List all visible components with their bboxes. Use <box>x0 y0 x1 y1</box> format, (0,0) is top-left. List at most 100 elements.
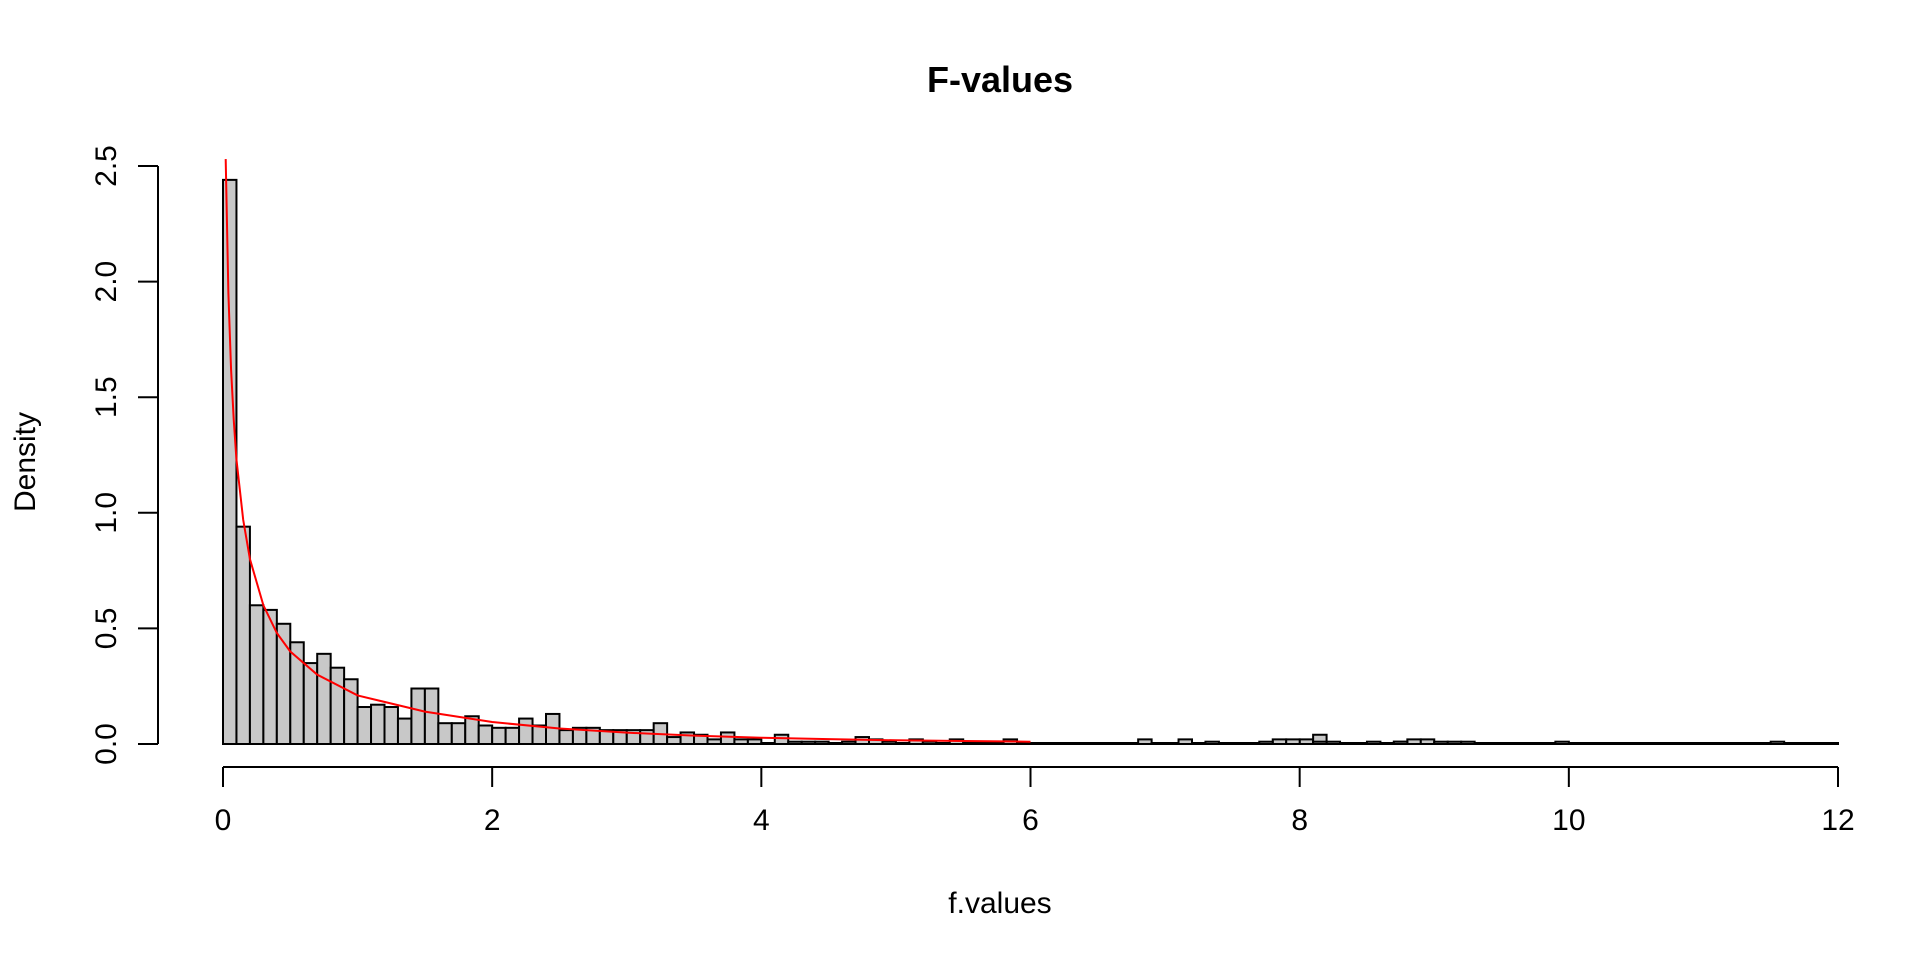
histogram-bar <box>639 729 655 746</box>
histogram-bars <box>222 178 1840 746</box>
histogram-bar <box>1823 742 1840 745</box>
x-tick-label: 4 <box>753 804 770 837</box>
histogram-bar <box>1352 742 1368 745</box>
histogram-bar <box>814 740 830 746</box>
histogram-bar <box>222 178 238 745</box>
histogram-bar <box>1379 742 1395 745</box>
histogram-bar <box>1662 742 1678 745</box>
histogram-bar <box>666 736 682 745</box>
histogram-bar <box>1473 742 1490 745</box>
y-tick-label: 0.5 <box>90 608 123 650</box>
histogram-bar <box>518 717 534 746</box>
histogram-bar <box>1621 742 1638 745</box>
histogram-bar <box>1715 742 1732 745</box>
histogram-bar <box>894 742 911 745</box>
x-tick-label: 6 <box>1022 804 1039 837</box>
histogram-bar <box>1527 742 1543 745</box>
histogram-bar <box>1554 740 1570 746</box>
histogram-bar <box>531 724 547 745</box>
histogram-bar <box>558 729 574 746</box>
histogram-bar <box>235 525 251 745</box>
histogram-bar <box>921 740 938 746</box>
histogram-bar <box>1137 738 1153 746</box>
histogram-bar <box>1688 742 1705 745</box>
histogram-bar <box>329 666 346 746</box>
x-tick-label: 0 <box>215 804 232 837</box>
histogram-bar <box>827 742 844 745</box>
histogram-bar <box>1231 742 1247 745</box>
y-tick-label: 2.0 <box>90 261 123 303</box>
histogram-bar <box>1056 742 1072 745</box>
histogram-bar <box>1594 742 1611 745</box>
histogram-bar <box>477 724 494 745</box>
histogram-bar <box>760 742 776 745</box>
y-axis-label: Density <box>9 412 42 512</box>
histogram-bar <box>1298 738 1315 746</box>
histogram-bar <box>1460 740 1476 746</box>
histogram-bar <box>1164 742 1180 745</box>
histogram-bar <box>437 722 453 746</box>
x-tick-label: 8 <box>1291 804 1308 837</box>
histogram-bar <box>1177 738 1194 746</box>
histogram-bar <box>1204 740 1220 746</box>
histogram-bar <box>370 703 386 746</box>
histogram-bar <box>1016 742 1032 745</box>
histogram-bar <box>1069 742 1086 745</box>
histogram-bar <box>1567 742 1584 745</box>
histogram-bar <box>1608 742 1624 745</box>
histogram-bar <box>1217 742 1234 745</box>
histogram-bar <box>800 740 817 746</box>
histogram-bar <box>1325 740 1342 746</box>
y-tick-label: 1.5 <box>90 376 123 418</box>
histogram-bar <box>1783 742 1799 745</box>
histogram-bar <box>1769 740 1786 746</box>
histogram-bar <box>396 717 413 746</box>
histogram-bar <box>1244 742 1261 745</box>
histogram-bar <box>423 687 440 746</box>
histogram-bar <box>1729 742 1745 745</box>
histogram-bar <box>1392 740 1409 746</box>
y-tick-label: 0.0 <box>90 723 123 765</box>
histogram-bar <box>989 742 1005 745</box>
histogram-bar <box>1029 742 1045 745</box>
histogram-bar <box>1271 738 1288 746</box>
histogram-bar <box>1702 742 1718 745</box>
histogram-bar <box>1258 740 1274 746</box>
histogram-bar <box>316 652 332 746</box>
histogram-bar <box>1285 738 1301 746</box>
histogram-bar <box>773 733 790 745</box>
histogram-bar <box>733 738 749 746</box>
histogram-bar <box>1796 742 1813 745</box>
histogram-bar <box>302 662 319 746</box>
histogram-bar <box>1110 742 1126 745</box>
density-curve <box>224 159 1031 743</box>
histogram-bar <box>1581 742 1597 745</box>
histogram-bar <box>841 740 857 746</box>
histogram-bar <box>1096 742 1113 745</box>
x-tick-label: 10 <box>1552 804 1585 837</box>
histogram-bar <box>962 742 978 745</box>
histogram-bar <box>356 706 373 746</box>
histogram-bar <box>881 740 897 746</box>
x-tick-label: 2 <box>484 804 501 837</box>
x-axis-label: f.values <box>948 887 1051 920</box>
histogram-bar <box>1635 742 1651 745</box>
chart-title: F-values <box>927 59 1073 100</box>
histogram-bar <box>450 722 467 746</box>
histogram-bar <box>410 687 426 746</box>
histogram-bar <box>1742 742 1759 745</box>
histogram-bar <box>1123 742 1140 745</box>
histogram-bar <box>1648 742 1665 745</box>
histogram-bar <box>1083 742 1099 745</box>
y-axis-ticks: 0.0 0.5 1.0 1.5 2.0 2.5 <box>90 145 158 765</box>
histogram-bar <box>935 742 951 745</box>
histogram-bar <box>1433 740 1449 746</box>
histogram-bar <box>1487 742 1503 745</box>
histogram-bar <box>1365 740 1382 746</box>
histogram-bar <box>746 738 763 746</box>
histogram-bar <box>1150 742 1167 745</box>
histogram-bar <box>383 706 399 746</box>
histogram-bar <box>1756 742 1772 745</box>
histogram-bar <box>248 604 265 746</box>
histogram-bar <box>719 731 736 746</box>
